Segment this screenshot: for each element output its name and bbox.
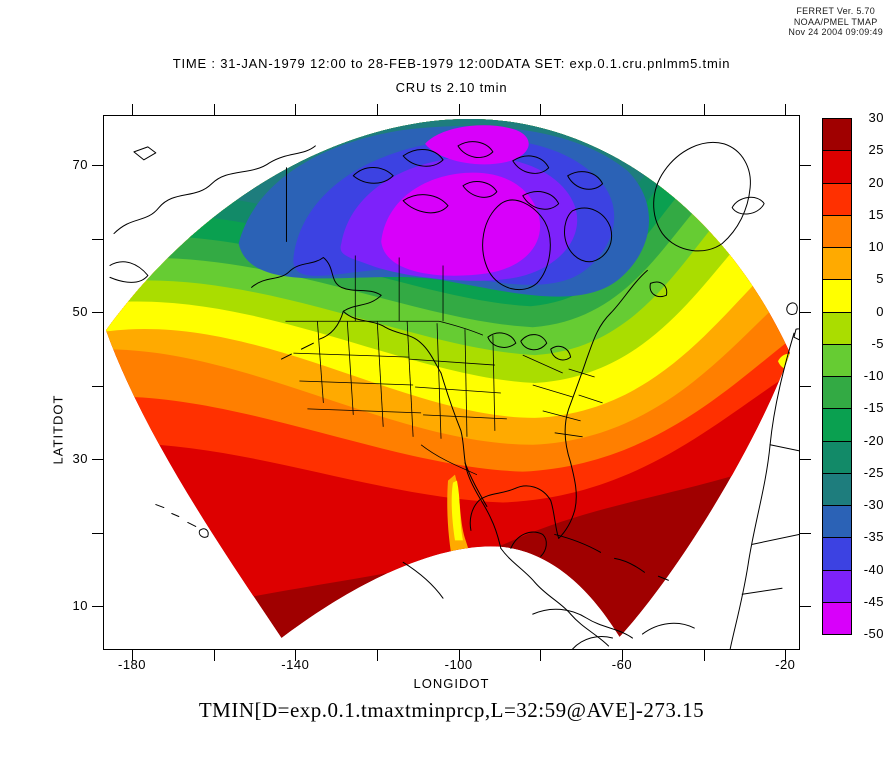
y-axis-tick-left	[92, 532, 103, 534]
x-axis-title: LONGIDOT	[413, 676, 490, 691]
colorbar-cell	[822, 279, 852, 313]
y-axis-tick-right	[800, 312, 811, 313]
x-axis-tick-top	[621, 104, 623, 115]
map-svg	[104, 116, 805, 650]
y-axis-tick-right	[800, 459, 811, 460]
x-axis-tick-top	[703, 104, 705, 115]
x-axis-tick-top	[540, 104, 542, 115]
x-axis-tick-bottom	[295, 650, 297, 661]
colorbar-cell	[822, 376, 852, 410]
y-axis-tick-left	[92, 606, 103, 607]
y-axis-tick-right	[800, 165, 811, 166]
x-axis-tick-bottom	[703, 650, 705, 661]
x-axis-tick-bottom	[621, 650, 623, 661]
y-axis-tick-label: 30	[72, 451, 88, 466]
x-axis-tick-top	[295, 104, 297, 115]
x-axis-tick-top	[132, 104, 133, 115]
colorbar-tick-label: -30	[863, 497, 884, 512]
colorbar-cell	[822, 569, 852, 603]
y-axis-tick-left	[92, 385, 103, 387]
colorbar-cell	[822, 311, 852, 345]
y-axis-tick-right	[800, 385, 811, 387]
colorbar-tick-label: 5	[876, 271, 884, 287]
colorbar-tick-label: 30	[868, 110, 884, 125]
footer-expression: TMIN[D=exp.0.1.tmaxtminprcp,L=32:59@AVE]…	[198, 698, 705, 722]
x-axis-tick-bottom	[458, 650, 460, 661]
ferret-version: FERRET Ver. 5.70	[796, 6, 876, 16]
colorbar-tick-label: -45	[863, 593, 884, 609]
colorbar-cell	[822, 343, 852, 377]
x-axis-tick-label: -140	[281, 657, 310, 672]
colorbar-tick-label: -50	[863, 626, 884, 641]
colorbar-tick-label: 20	[868, 174, 884, 190]
colorbar-cell	[822, 182, 852, 216]
colorbar-cell	[822, 440, 852, 474]
x-axis-tick-bottom	[540, 650, 542, 661]
y-axis-title: LATITDOT	[50, 394, 66, 465]
y-axis-tick-right	[800, 238, 811, 240]
colorbar-tick-label: -10	[863, 368, 884, 383]
colorbar-cell	[822, 214, 852, 248]
colorbar-tick-label: 25	[868, 142, 884, 158]
colorbar-tick-label: -5	[871, 335, 884, 351]
x-axis-tick-top	[458, 104, 460, 115]
colorbar-cell	[822, 537, 852, 571]
x-axis-tick-top	[213, 104, 215, 115]
colorbar-tick-label: 10	[868, 239, 884, 254]
colorbar-tick-label: 0	[876, 303, 884, 319]
colorbar-tick-label: -15	[863, 400, 884, 416]
y-axis-tick-right	[800, 532, 811, 534]
x-axis-tick-label: -20	[775, 657, 796, 672]
plot-titles: TIME : 31-JAN-1979 12:00 to 28-FEB-1979 …	[103, 56, 800, 96]
colorbar-tick-label: -40	[863, 561, 884, 577]
plot-box	[103, 115, 805, 650]
colorbar-tick-label: -20	[863, 432, 884, 448]
y-axis-tick-label: 70	[72, 157, 88, 172]
colorbar-tick-label: -35	[863, 529, 884, 545]
y-axis-tick-left	[92, 312, 103, 313]
x-axis-tick-label: -60	[611, 657, 633, 672]
x-axis-tick-label: -180	[117, 657, 147, 672]
x-axis-tick-bottom	[376, 650, 378, 661]
colorbar-cell	[822, 601, 852, 635]
x-axis-tick-top	[785, 104, 787, 115]
ferret-org: NOAA/PMEL TMAP	[793, 16, 878, 27]
x-axis-tick-top	[376, 104, 378, 115]
x-axis-tick-bottom	[785, 650, 787, 661]
y-axis-tick-left	[92, 165, 103, 166]
y-axis-tick-left	[92, 238, 103, 240]
x-axis-tick-bottom	[132, 650, 133, 661]
x-axis-tick-bottom	[213, 650, 215, 661]
plot-title-time-dataset: TIME : 31-JAN-1979 12:00 to 28-FEB-1979 …	[172, 56, 731, 71]
x-axis-tick-label: -100	[444, 657, 473, 672]
y-axis-tick-label: 50	[72, 304, 88, 319]
colorbar-tick-label: 15	[868, 206, 884, 222]
colorbar-cell	[822, 472, 852, 506]
y-axis-tick-right	[800, 606, 811, 607]
colorbar-tick-label: -25	[863, 464, 884, 480]
ferret-credit: FERRET Ver. 5.70 NOAA/PMEL TMAP Nov 24 2…	[788, 6, 883, 38]
y-axis-tick-left	[92, 459, 103, 460]
plot-title-variable: CRU ts 2.10 tmin	[395, 80, 508, 95]
y-axis-tick-label: 10	[72, 598, 88, 613]
ferret-timestamp: Nov 24 2004 09:09:49	[788, 27, 883, 37]
